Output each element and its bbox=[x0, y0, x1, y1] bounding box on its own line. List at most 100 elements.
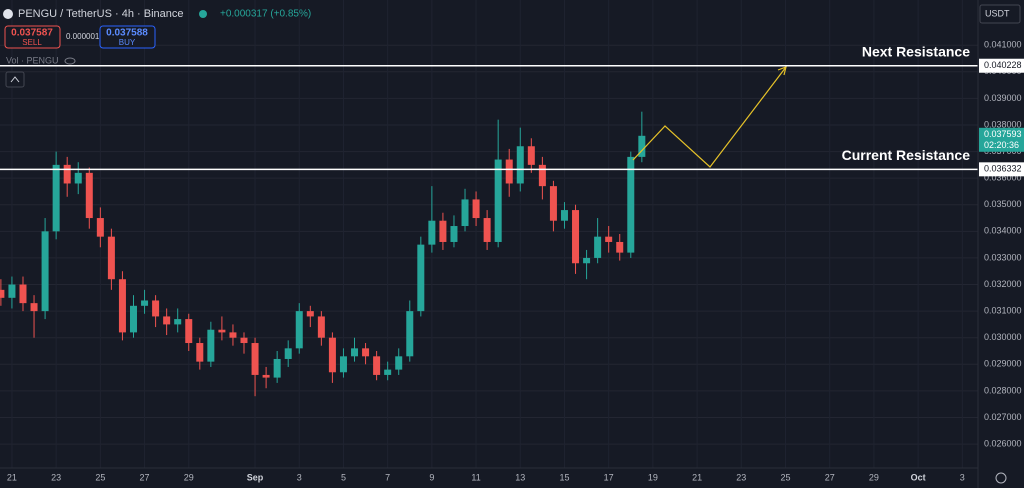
settings-icon[interactable] bbox=[995, 472, 1007, 484]
price-tag-label: 0.040228 bbox=[984, 60, 1022, 70]
candle-body bbox=[41, 231, 49, 312]
x-tick-label: 27 bbox=[140, 472, 150, 482]
collapse-icon bbox=[10, 76, 20, 83]
y-tick-label: 0.028000 bbox=[984, 385, 1022, 395]
candle-body bbox=[273, 358, 281, 378]
collapse-button[interactable] bbox=[5, 71, 25, 88]
x-tick-label: 27 bbox=[825, 472, 835, 482]
candle-body bbox=[107, 236, 115, 280]
y-tick-label: 0.038000 bbox=[984, 119, 1022, 129]
candle-body bbox=[118, 279, 126, 333]
y-tick-label: 0.030000 bbox=[984, 332, 1022, 342]
candle-body bbox=[74, 172, 82, 184]
sell-button[interactable] bbox=[4, 25, 61, 49]
candle-body bbox=[560, 210, 568, 221]
y-tick-label: 0.039000 bbox=[984, 93, 1022, 103]
candle-body bbox=[616, 241, 624, 253]
candle-body bbox=[163, 316, 171, 325]
candle-body bbox=[538, 164, 546, 187]
candle-body bbox=[295, 311, 303, 349]
candle-body bbox=[284, 348, 292, 359]
x-tick-label: 15 bbox=[559, 472, 569, 482]
sell-label: SELL bbox=[22, 38, 42, 47]
candle-body bbox=[428, 220, 436, 245]
candle-body bbox=[583, 257, 591, 264]
volume-label: Vol · PENGU bbox=[6, 55, 59, 65]
candle-body bbox=[218, 329, 226, 333]
candle-body bbox=[251, 343, 259, 375]
symbol-title: PENGU / TetherUS · 4h · Binance bbox=[18, 8, 183, 20]
buy-button[interactable] bbox=[99, 25, 156, 49]
candle-body bbox=[152, 300, 160, 317]
candle-body bbox=[196, 343, 204, 362]
price-tag bbox=[979, 162, 1024, 177]
candle-body bbox=[207, 329, 215, 362]
x-tick-label: 9 bbox=[429, 472, 434, 482]
x-tick-label: 19 bbox=[648, 472, 658, 482]
candle-body bbox=[362, 348, 370, 357]
candle-body bbox=[141, 300, 149, 306]
symbol-icon bbox=[3, 9, 13, 19]
candle-body bbox=[174, 319, 182, 325]
currency-button[interactable] bbox=[979, 4, 1021, 24]
x-tick-label: 11 bbox=[471, 472, 480, 482]
last-price-label: 0.037593 bbox=[984, 129, 1022, 139]
candle-body bbox=[328, 337, 336, 373]
x-tick-label: 3 bbox=[960, 472, 965, 482]
projection-arrow bbox=[777, 66, 787, 76]
candle-body bbox=[450, 226, 458, 242]
y-tick-label: 0.026000 bbox=[984, 438, 1022, 448]
resistance-label: Current Resistance bbox=[842, 147, 971, 163]
candle-body bbox=[472, 199, 480, 219]
candle-body bbox=[96, 218, 104, 237]
candle-body bbox=[439, 220, 447, 242]
spread: 0.000001 bbox=[66, 32, 100, 41]
y-tick-label: 0.032000 bbox=[984, 279, 1022, 289]
x-tick-label: 23 bbox=[51, 472, 61, 482]
eye-icon[interactable] bbox=[64, 57, 76, 65]
sell-price: 0.037587 bbox=[11, 28, 53, 39]
candle-body bbox=[395, 356, 403, 370]
last-price-tag bbox=[979, 127, 1024, 152]
candle-body bbox=[262, 374, 270, 378]
candle-body bbox=[317, 316, 325, 338]
buy-label: BUY bbox=[119, 38, 136, 47]
price-tag bbox=[979, 58, 1024, 73]
y-tick-label: 0.041000 bbox=[984, 40, 1022, 50]
currency-label: USDT bbox=[985, 8, 1010, 18]
y-tick-label: 0.036000 bbox=[984, 173, 1022, 183]
projection-path bbox=[632, 66, 787, 168]
candle-body bbox=[339, 356, 347, 373]
candle-body bbox=[549, 186, 557, 221]
candle-body bbox=[627, 156, 635, 253]
candle-body bbox=[85, 172, 93, 219]
candle-body bbox=[505, 159, 513, 184]
candle-body bbox=[0, 289, 5, 298]
y-tick-label: 0.034000 bbox=[984, 226, 1022, 236]
candle-body bbox=[30, 303, 38, 312]
x-tick-label: 29 bbox=[184, 472, 194, 482]
x-tick-label: 13 bbox=[515, 472, 525, 482]
candle-body bbox=[572, 210, 580, 264]
candle-body bbox=[19, 284, 27, 304]
candle-body bbox=[229, 332, 237, 338]
candle-body bbox=[494, 159, 502, 242]
x-tick-label: 7 bbox=[385, 472, 390, 482]
x-tick-label: 23 bbox=[736, 472, 746, 482]
y-tick-label: 0.029000 bbox=[984, 359, 1022, 369]
x-tick-label: 29 bbox=[869, 472, 879, 482]
countdown-label: 02:20:36 bbox=[984, 140, 1019, 150]
axis: 0.026000 0.027000 0.028000 0.029000 0.030000… bbox=[7, 40, 1024, 482]
buy-price: 0.037588 bbox=[106, 28, 148, 39]
candle-body bbox=[306, 311, 314, 317]
candle-body bbox=[461, 199, 469, 227]
y-tick-label: 0.035000 bbox=[984, 199, 1022, 209]
candle-body bbox=[240, 337, 248, 344]
candle-body bbox=[384, 369, 392, 375]
y-tick-label: 0.031000 bbox=[984, 305, 1022, 315]
candle-body bbox=[63, 164, 71, 184]
candle-body bbox=[594, 236, 602, 258]
candle-body bbox=[516, 146, 524, 184]
candle-body bbox=[406, 311, 414, 357]
candle-body bbox=[8, 284, 16, 298]
